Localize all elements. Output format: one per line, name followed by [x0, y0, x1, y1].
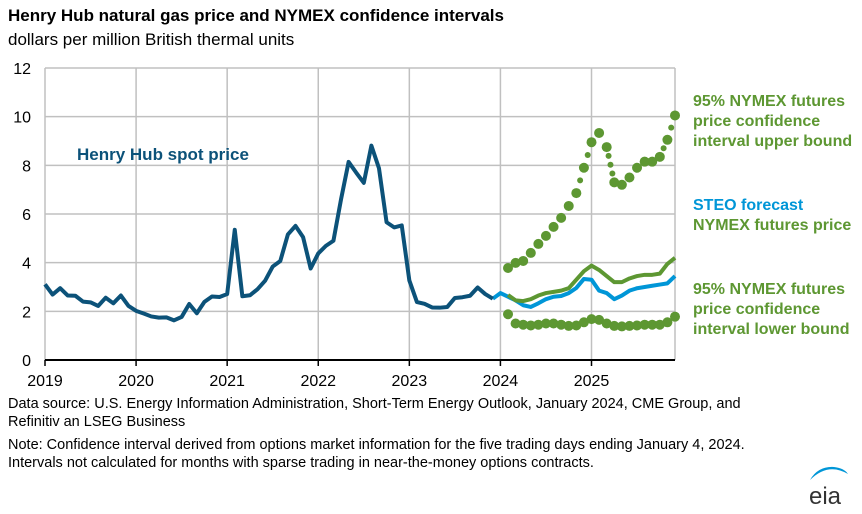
chart-subtitle: dollars per million British thermal unit… — [8, 30, 295, 49]
label-steo: STEO forecast — [693, 197, 804, 214]
data-point-upper — [670, 110, 680, 121]
label-nymex: NYMEX futures price — [693, 217, 852, 234]
chart-title: Henry Hub natural gas price and NYMEX co… — [8, 6, 504, 25]
label-upper-bound: 95% NYMEX futures price confidence inter… — [693, 93, 853, 150]
series-line-spot — [43, 143, 494, 323]
x-tick-label: 2023 — [392, 373, 428, 390]
data-point-upper — [503, 263, 514, 274]
data-point-upper — [578, 162, 589, 173]
label-steo-nymex: STEO forecast NYMEX futures price — [693, 196, 858, 236]
data-point-upper — [586, 137, 597, 148]
data-point-lower — [639, 319, 650, 330]
data-point-upper — [571, 188, 582, 199]
y-tick-label: 6 — [22, 207, 31, 224]
data-point-upper — [654, 151, 665, 162]
eia-logo-swoosh — [810, 466, 848, 480]
data-point-upper — [616, 179, 627, 190]
axes — [44, 359, 675, 366]
dot-segment-upper — [607, 161, 614, 168]
data-point-lower — [594, 314, 605, 325]
chart-note: Note: Confidence interval derived from o… — [8, 437, 745, 471]
data-point-upper — [632, 162, 643, 173]
y-tick-label: 10 — [13, 110, 31, 127]
data-point-lower — [586, 314, 597, 325]
data-point-upper — [510, 257, 521, 268]
data-point-lower — [525, 320, 536, 331]
data-point-lower — [624, 320, 635, 331]
data-point-upper — [601, 142, 612, 153]
chart-canvas: 0 2 4 6 8 10 12 2019 2020 2021 2022 2023 2024 2025 He… — [13, 61, 680, 390]
data-point-lower — [533, 319, 544, 330]
dot-segment-upper — [605, 152, 612, 159]
data-point-lower — [578, 317, 589, 328]
data-point-lower — [616, 321, 627, 332]
data-point-upper — [518, 255, 529, 266]
data-point-upper — [533, 238, 544, 249]
data-point-lower — [540, 318, 551, 329]
dot-segment-upper — [577, 177, 584, 184]
data-point-lower — [556, 319, 567, 330]
data-point-lower — [563, 320, 574, 331]
y-tick-label: 12 — [13, 61, 31, 78]
data-point-lower — [632, 320, 643, 331]
data-point-upper — [594, 127, 605, 138]
data-point-upper — [548, 221, 559, 232]
data-source: Data source: U.S. Energy Information Adm… — [8, 396, 741, 430]
dot-segment-upper — [609, 170, 616, 177]
data-point-lower — [609, 320, 620, 331]
data-point-upper — [563, 200, 574, 211]
series-line-nymex — [506, 256, 677, 304]
data-point-lower — [503, 309, 514, 320]
data-point-upper — [556, 212, 567, 223]
series-dots-lower — [503, 309, 680, 332]
data-point-lower — [662, 317, 673, 328]
x-tick-label: 2025 — [574, 373, 610, 390]
x-tick-label: 2019 — [27, 373, 63, 390]
eia-logo-text: eia — [809, 483, 842, 508]
data-point-lower — [510, 318, 521, 329]
tick-labels: 0 2 4 6 8 10 12 2019 2020 2021 2022 2023 2024 2025 — [13, 61, 609, 390]
series-line-steo — [491, 274, 677, 309]
dot-segment-upper — [668, 124, 675, 131]
series-layer — [43, 110, 680, 332]
x-tick-label: 2021 — [209, 373, 245, 390]
data-point-lower — [518, 319, 529, 330]
series-dots-upper — [503, 110, 680, 274]
data-point-lower — [670, 311, 680, 322]
x-tick-label: 2022 — [300, 373, 336, 390]
data-point-lower — [647, 319, 658, 330]
y-tick-label: 8 — [22, 158, 31, 175]
data-point-upper — [647, 156, 658, 167]
data-point-upper — [609, 177, 620, 188]
data-point-lower — [654, 319, 665, 330]
x-tick-label: 2024 — [483, 373, 519, 390]
data-point-lower — [548, 318, 559, 329]
y-tick-label: 2 — [22, 304, 31, 321]
data-point-upper — [525, 247, 536, 258]
data-point-upper — [639, 156, 650, 167]
dot-segment-upper — [584, 151, 591, 158]
annotation-spot: Henry Hub spot price — [77, 145, 249, 164]
dot-segment-upper — [660, 145, 667, 152]
y-tick-label: 4 — [22, 256, 31, 273]
label-lower-bound: 95% NYMEX futures price confidence inter… — [693, 281, 850, 338]
data-point-upper — [624, 172, 635, 183]
data-point-upper — [662, 134, 673, 145]
y-tick-label: 0 — [22, 353, 31, 370]
eia-logo-icon: eia — [809, 466, 848, 508]
data-point-lower — [601, 318, 612, 329]
x-tick-label: 2020 — [118, 373, 154, 390]
gridlines — [44, 67, 676, 360]
data-point-upper — [540, 230, 551, 241]
data-point-lower — [571, 320, 582, 331]
